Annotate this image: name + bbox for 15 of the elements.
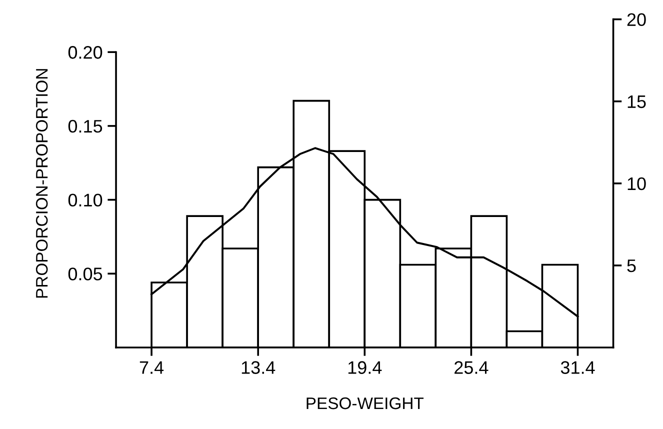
y2-tick-label: 10 (628, 177, 646, 190)
y2-tick-label: 5 (627, 260, 636, 272)
y-tick-label: 0.05 (68, 268, 102, 280)
x-tick-label: 19.4 (348, 361, 382, 374)
y-axis-title: PROPORCION-PROPORTION (36, 69, 48, 298)
x-tick-label: 31.4 (560, 361, 595, 374)
x-axis-title: PESO-WEIGHT (306, 397, 424, 410)
y2-tick-label: 15 (628, 95, 646, 108)
y2-tick-label: 20 (627, 13, 646, 26)
x-tick-label: 13.4 (242, 361, 276, 374)
y-tick-label: 0.15 (68, 120, 102, 133)
y-tick-label: 0.10 (68, 194, 102, 207)
x-tick-label: 25.4 (454, 361, 488, 374)
x-tick-label: 7.4 (140, 361, 164, 374)
y-tick-label: 0.20 (68, 46, 102, 59)
